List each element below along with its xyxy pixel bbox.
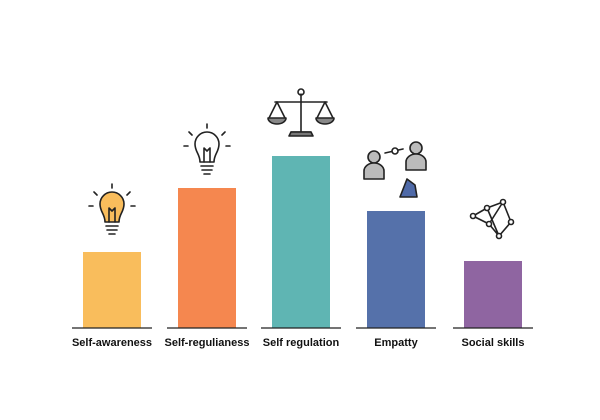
bar — [178, 188, 236, 328]
x-tick-label: Self-regulianess — [165, 337, 250, 349]
network-icon — [469, 198, 515, 240]
scale-icon — [267, 88, 335, 137]
x-tick-label: Self regulation — [263, 337, 340, 349]
x-tick-label: Self-awareness — [72, 337, 152, 349]
bar — [83, 252, 141, 328]
bar — [367, 211, 425, 328]
x-tick-label: Social skills — [462, 337, 525, 349]
lightbulb-icon — [88, 183, 136, 235]
people-icon — [363, 141, 427, 198]
x-tick-label: Empatty — [374, 337, 418, 349]
bar — [272, 156, 330, 328]
lightbulb-icon — [183, 123, 231, 175]
bar — [464, 261, 522, 328]
